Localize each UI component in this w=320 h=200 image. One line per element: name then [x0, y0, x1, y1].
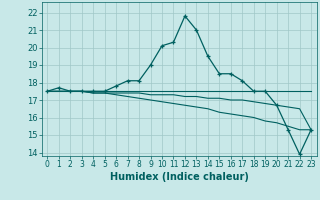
X-axis label: Humidex (Indice chaleur): Humidex (Indice chaleur): [110, 172, 249, 182]
